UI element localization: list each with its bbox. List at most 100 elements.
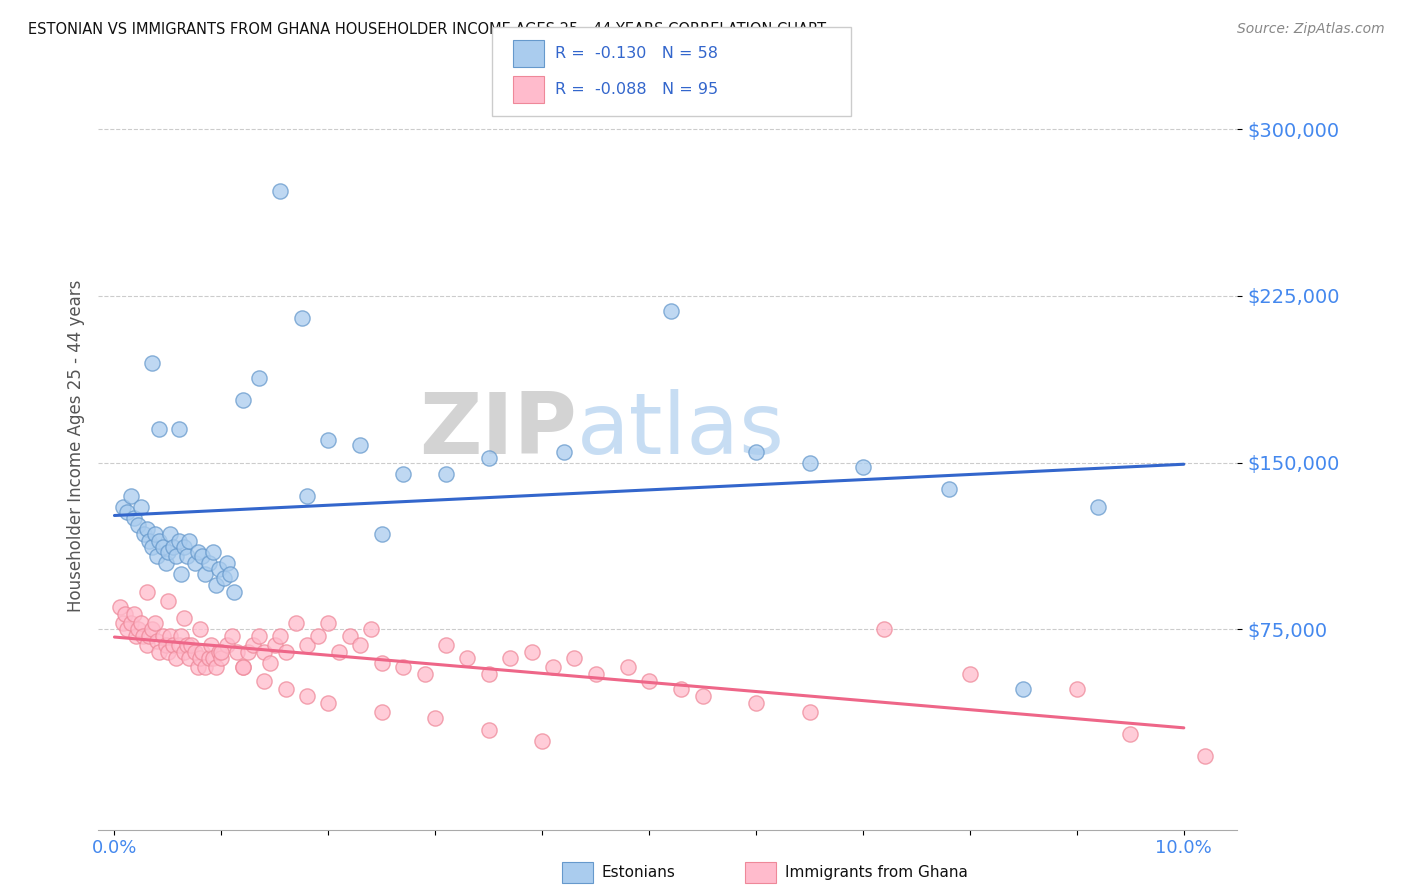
- Point: [141, 540, 163, 554]
- Point: [1087, 500, 1109, 515]
- Point: [585, 667, 607, 681]
- Point: [152, 629, 174, 643]
- Point: [156, 593, 179, 607]
- Point: [274, 645, 297, 659]
- Point: [360, 623, 382, 637]
- Point: [134, 526, 156, 541]
- Point: [179, 533, 201, 548]
- Point: [122, 511, 145, 525]
- Point: [197, 651, 219, 665]
- Point: [127, 623, 149, 637]
- Point: [291, 311, 314, 326]
- Text: R =  -0.130   N = 58: R = -0.130 N = 58: [555, 46, 718, 61]
- Point: [659, 304, 682, 318]
- Text: Source: ZipAtlas.com: Source: ZipAtlas.com: [1237, 22, 1385, 37]
- Point: [138, 533, 160, 548]
- Point: [1119, 727, 1142, 741]
- Point: [247, 371, 270, 385]
- Point: [183, 556, 205, 570]
- Point: [167, 422, 190, 436]
- Text: Estonians: Estonians: [602, 865, 676, 880]
- Point: [173, 611, 195, 625]
- Point: [285, 615, 308, 630]
- Point: [852, 460, 875, 475]
- Point: [138, 629, 160, 643]
- Point: [208, 562, 231, 576]
- Point: [745, 696, 768, 710]
- Point: [183, 645, 205, 659]
- Point: [531, 733, 554, 747]
- Point: [541, 660, 564, 674]
- Point: [425, 711, 447, 725]
- Point: [120, 489, 142, 503]
- Point: [478, 451, 501, 466]
- Point: [155, 556, 177, 570]
- Point: [318, 434, 340, 448]
- Point: [499, 651, 522, 665]
- Point: [371, 656, 394, 670]
- Point: [371, 526, 394, 541]
- Point: [180, 638, 202, 652]
- Point: [295, 489, 318, 503]
- Point: [215, 638, 238, 652]
- Point: [170, 629, 193, 643]
- Point: [799, 705, 821, 719]
- Point: [187, 544, 209, 558]
- Point: [226, 645, 249, 659]
- Point: [114, 607, 136, 621]
- Text: R =  -0.088   N = 95: R = -0.088 N = 95: [555, 82, 718, 96]
- Point: [224, 584, 246, 599]
- Point: [671, 682, 693, 697]
- Point: [135, 638, 157, 652]
- Point: [156, 645, 179, 659]
- Point: [111, 500, 134, 515]
- Point: [263, 638, 285, 652]
- Point: [274, 682, 297, 697]
- Point: [117, 505, 139, 519]
- Point: [219, 566, 242, 581]
- Point: [434, 638, 457, 652]
- Point: [176, 638, 198, 652]
- Point: [209, 645, 232, 659]
- Y-axis label: Householder Income Ages 25 - 44 years: Householder Income Ages 25 - 44 years: [66, 280, 84, 612]
- Point: [269, 185, 291, 199]
- Text: atlas: atlas: [576, 389, 785, 472]
- Point: [232, 660, 254, 674]
- Point: [188, 623, 211, 637]
- Point: [205, 660, 228, 674]
- Point: [166, 549, 188, 563]
- Point: [209, 651, 232, 665]
- Point: [478, 667, 501, 681]
- Point: [129, 500, 152, 515]
- Point: [166, 651, 188, 665]
- Point: [1194, 749, 1216, 764]
- Point: [173, 645, 195, 659]
- Point: [638, 673, 661, 688]
- Point: [799, 456, 821, 470]
- Point: [215, 556, 238, 570]
- Point: [143, 526, 166, 541]
- Point: [242, 638, 264, 652]
- Point: [162, 540, 184, 554]
- Point: [201, 544, 224, 558]
- Point: [156, 544, 179, 558]
- Point: [259, 656, 281, 670]
- Point: [120, 615, 142, 630]
- Point: [221, 629, 243, 643]
- Point: [392, 660, 415, 674]
- Point: [349, 438, 371, 452]
- Point: [162, 638, 184, 652]
- Point: [111, 615, 134, 630]
- Point: [148, 422, 170, 436]
- Point: [371, 705, 394, 719]
- Point: [520, 645, 543, 659]
- Point: [247, 629, 270, 643]
- Point: [318, 615, 340, 630]
- Point: [187, 660, 209, 674]
- Point: [456, 651, 478, 665]
- Point: [295, 689, 318, 703]
- Point: [170, 566, 193, 581]
- Point: [197, 556, 219, 570]
- Point: [194, 660, 217, 674]
- Point: [191, 645, 214, 659]
